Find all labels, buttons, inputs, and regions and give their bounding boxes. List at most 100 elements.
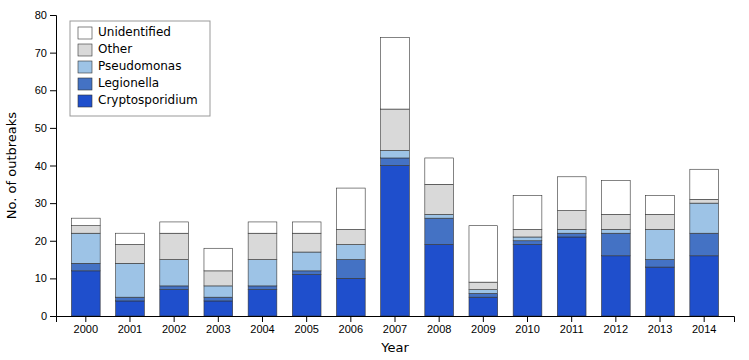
bar (116, 233, 145, 244)
bar (381, 158, 410, 166)
tick-label: 2004 (250, 323, 274, 335)
bar (646, 229, 675, 259)
tick-mark (50, 15, 56, 16)
bar (646, 267, 675, 316)
bar (248, 260, 277, 286)
tick: 2014 (692, 316, 716, 335)
tick-label: 20 (35, 235, 47, 247)
tick: 0 (41, 310, 56, 322)
tick-label: 2013 (648, 323, 672, 335)
tick-label: 2011 (560, 323, 584, 335)
y-axis-title: No. of outbreaks (4, 112, 19, 219)
tick: 70 (35, 47, 56, 59)
legend-item: Other (78, 42, 132, 56)
bar (425, 214, 454, 218)
bar (601, 256, 630, 316)
bar (116, 245, 145, 264)
bar (160, 233, 189, 259)
bar (469, 293, 498, 297)
tick-label: 2010 (515, 323, 539, 335)
tick-label: 2002 (162, 323, 186, 335)
tick-label: 60 (35, 84, 47, 96)
tick: 2002 (162, 316, 186, 335)
legend-item: Unidentified (78, 25, 171, 39)
legend-label: Pseudomonas (98, 59, 181, 73)
bar (204, 286, 233, 297)
x-axis-title: Year (380, 340, 409, 355)
x-axis: 2000200120022003200420052006200720082009… (57, 316, 735, 335)
bar (160, 260, 189, 286)
tick-mark (50, 53, 56, 54)
tick-mark (527, 316, 528, 322)
bar (336, 229, 365, 244)
bar (601, 233, 630, 256)
bar (248, 290, 277, 316)
tick: 20 (35, 235, 56, 247)
tick-mark (50, 90, 56, 91)
bar (557, 229, 586, 233)
tick: 2000 (74, 316, 98, 335)
legend-label: Unidentified (98, 25, 171, 39)
tick-mark (439, 316, 440, 322)
tick: 2006 (339, 316, 363, 335)
tick-label: 80 (35, 9, 47, 21)
tick: 2009 (471, 316, 495, 335)
legend-label: Legionella (98, 76, 159, 90)
bar (469, 226, 498, 282)
bar (425, 218, 454, 244)
tick-label: 2008 (427, 323, 451, 335)
bar (646, 260, 675, 268)
bar (557, 237, 586, 316)
bar (248, 286, 277, 290)
bar (469, 290, 498, 294)
bar (425, 184, 454, 214)
tick-mark (50, 203, 56, 204)
tick-label: 2014 (692, 323, 716, 335)
bar (557, 211, 586, 230)
bar (381, 166, 410, 317)
series (71, 158, 718, 301)
series (71, 150, 718, 297)
axis-line (57, 317, 735, 323)
legend-swatch (78, 78, 92, 90)
tick-mark (571, 316, 572, 322)
bar (381, 150, 410, 158)
tick: 2010 (515, 316, 539, 335)
tick-label: 2007 (383, 323, 407, 335)
tick-mark (615, 316, 616, 322)
tick-mark (50, 128, 56, 129)
bar (160, 222, 189, 233)
tick-label: 70 (35, 47, 47, 59)
tick-mark (704, 316, 705, 322)
bar (513, 229, 542, 237)
bar (513, 241, 542, 245)
series (71, 166, 718, 317)
tick: 40 (35, 160, 56, 172)
bar (381, 109, 410, 150)
legend-item: Pseudomonas (78, 59, 181, 73)
tick-label: 2005 (294, 323, 318, 335)
bar (160, 290, 189, 316)
axis-line (50, 16, 57, 317)
tick-mark (50, 278, 56, 279)
legend-frame (70, 21, 210, 116)
legend-item: Legionella (78, 76, 159, 90)
bar (292, 233, 321, 252)
tick-mark (350, 316, 351, 322)
legend-swatch (78, 95, 92, 107)
tick: 2013 (648, 316, 672, 335)
bar (204, 271, 233, 286)
tick: 2004 (250, 316, 274, 335)
tick-mark (306, 316, 307, 322)
bar (336, 188, 365, 229)
bar (204, 301, 233, 316)
tick: 10 (35, 272, 56, 284)
tick-mark (50, 316, 56, 317)
bar (71, 226, 100, 234)
bar (71, 233, 100, 263)
plot: 0102030405060708020002001200220032004200… (35, 9, 735, 335)
tick-mark (218, 316, 219, 322)
tick-label: 2001 (118, 323, 142, 335)
bar (601, 214, 630, 229)
bar (646, 214, 675, 229)
